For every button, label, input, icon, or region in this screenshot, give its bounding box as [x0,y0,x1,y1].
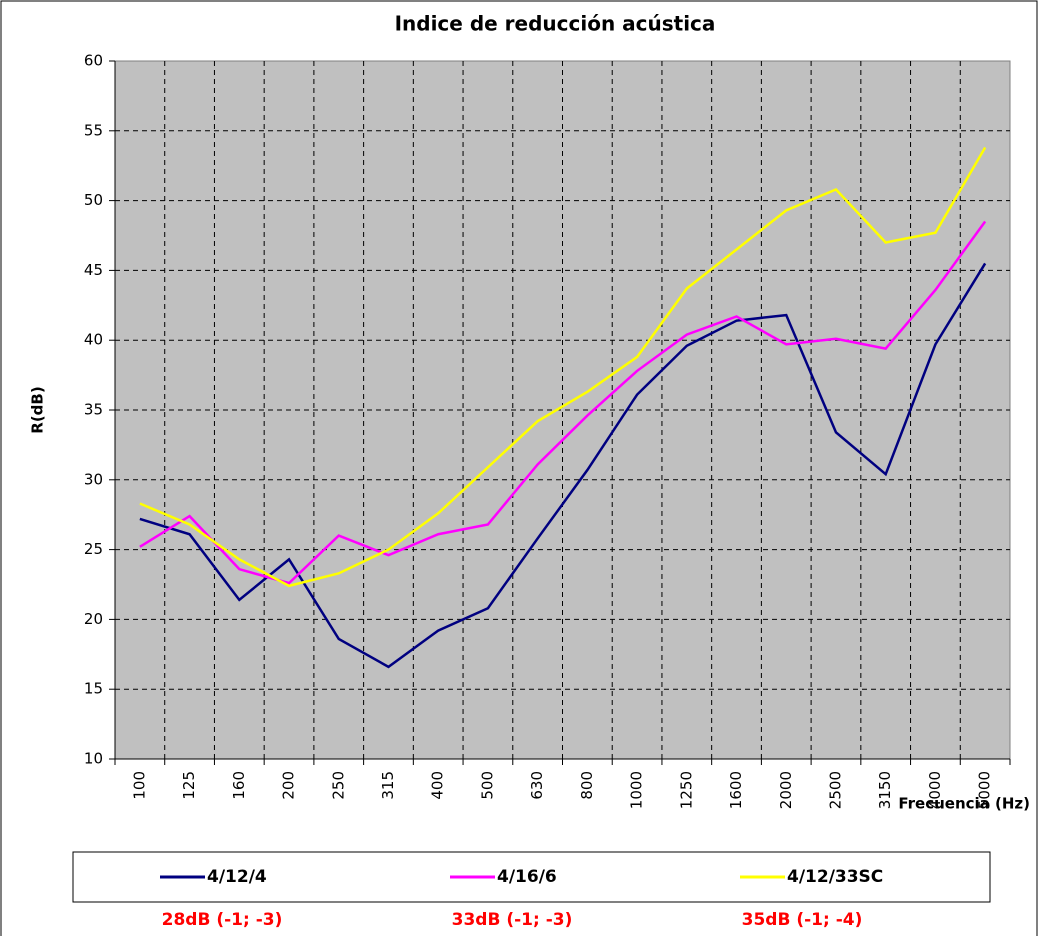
y-tick-label: 55 [84,121,103,139]
x-tick-label: 630 [528,771,546,800]
y-axis-label: R(dB) [29,386,47,433]
y-tick-label: 45 [84,261,103,279]
y-tick-label: 10 [84,750,103,768]
x-tick-label: 3150 [876,771,894,809]
x-tick-label: 160 [230,771,248,800]
y-tick-label: 30 [84,470,103,488]
legend-label: 4/16/6 [497,867,557,887]
x-tick-label: 1000 [628,771,646,809]
y-tick-label: 15 [84,680,103,698]
x-tick-label: 2500 [826,771,844,809]
x-tick-label: 250 [329,771,347,800]
y-tick-label: 20 [84,610,103,628]
annotation: 28dB (-1; -3) [162,910,283,930]
x-tick-label: 100 [130,771,148,800]
x-axis-label: Frecuencia (Hz) [898,795,1030,813]
x-tick-label: 400 [429,771,447,800]
annotation: 35dB (-1; -4) [742,910,863,930]
x-tick-label: 5000 [976,771,994,809]
y-tick-label: 25 [84,540,103,558]
annotation: 33dB (-1; -3) [452,910,573,930]
x-tick-label: 1250 [677,771,695,809]
series-line [139,262,987,669]
legend [72,851,991,903]
x-tick-label: 800 [578,771,596,800]
legend-label: 4/12/33SC [787,867,883,887]
y-tick-label: 35 [84,401,103,419]
chart-title: Indice de reducción acústica [395,12,716,36]
x-tick-label: 315 [379,771,397,800]
y-tick-label: 40 [84,331,103,349]
x-tick-label: 200 [280,771,298,800]
legend-label: 4/12/4 [207,867,267,887]
y-tick-label: 50 [84,191,103,209]
series-line [139,146,987,588]
y-tick-label: 60 [84,52,103,70]
x-tick-label: 1600 [727,771,745,809]
x-tick-label: 125 [180,771,198,800]
x-tick-label: 4000 [926,771,944,809]
x-tick-label: 500 [478,771,496,800]
x-tick-label: 2000 [777,771,795,809]
